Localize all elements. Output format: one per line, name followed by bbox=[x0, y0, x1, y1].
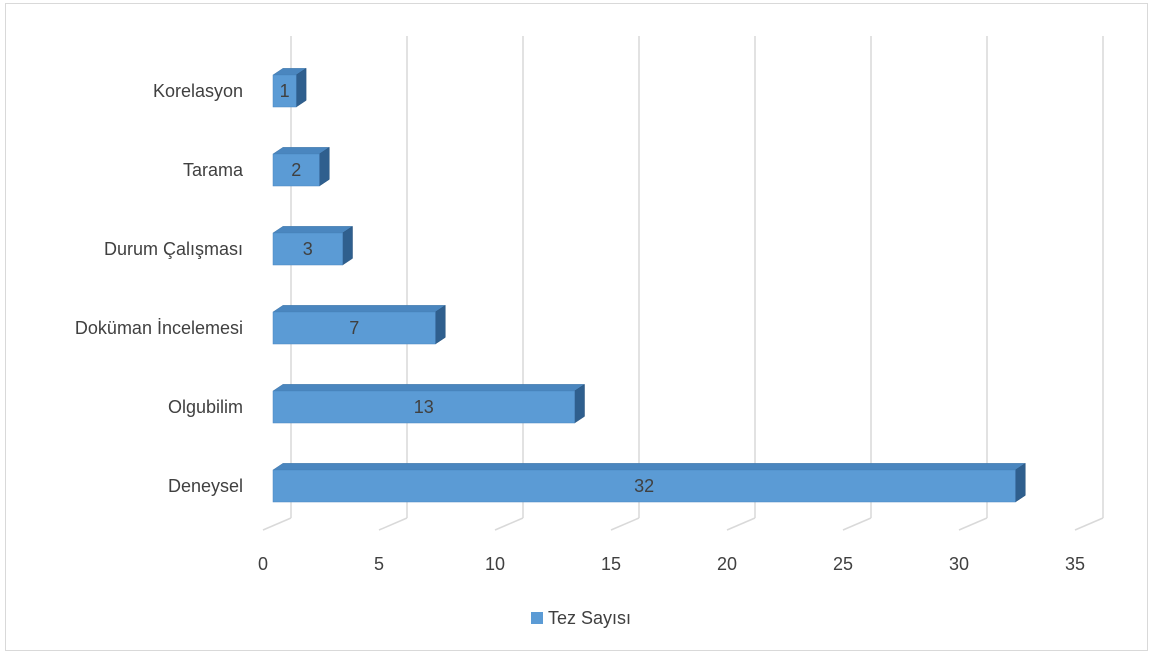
floor-gridline bbox=[842, 517, 872, 531]
data-label: 1 bbox=[280, 81, 290, 101]
bar-side-face bbox=[295, 67, 307, 108]
bar bbox=[272, 153, 320, 187]
bar bbox=[272, 232, 343, 266]
bar-side-face bbox=[1015, 462, 1026, 503]
floor-gridline bbox=[610, 517, 640, 531]
x-tick-label: 25 bbox=[833, 554, 853, 574]
floor-gridline bbox=[726, 517, 756, 531]
floor-gridline bbox=[1074, 517, 1104, 531]
category-label: Tarama bbox=[183, 160, 244, 180]
floor-gridline bbox=[958, 517, 988, 531]
category-label: Durum Çalışması bbox=[104, 239, 243, 259]
x-tick-label: 0 bbox=[258, 554, 268, 574]
bar bbox=[272, 311, 436, 345]
x-tick-label: 10 bbox=[485, 554, 505, 574]
bar bbox=[272, 469, 1016, 503]
floor-gridline bbox=[494, 517, 524, 531]
chart-area bbox=[5, 3, 1148, 651]
x-tick-label: 15 bbox=[601, 554, 621, 574]
x-tick-label: 20 bbox=[717, 554, 737, 574]
data-label: 7 bbox=[349, 318, 359, 338]
data-label: 2 bbox=[291, 160, 301, 180]
bar bbox=[272, 74, 297, 108]
bar-side-face bbox=[342, 225, 353, 266]
bar-top-face bbox=[272, 463, 1027, 471]
data-label: 3 bbox=[303, 239, 313, 259]
floor-gridline bbox=[262, 517, 292, 531]
category-label: Olgubilim bbox=[168, 397, 243, 417]
bar bbox=[272, 390, 575, 424]
data-label: 32 bbox=[634, 476, 654, 496]
floor-gridline bbox=[378, 517, 408, 531]
category-label: Deneysel bbox=[168, 476, 243, 496]
bar-top-face bbox=[272, 226, 354, 234]
category-label: Korelasyon bbox=[153, 81, 243, 101]
x-tick-label: 30 bbox=[949, 554, 969, 574]
x-tick-label: 5 bbox=[374, 554, 384, 574]
bar-side-face bbox=[319, 146, 330, 187]
legend-label: Tez Sayısı bbox=[548, 608, 631, 628]
category-label: Doküman İncelemesi bbox=[75, 318, 243, 338]
bar-side-face bbox=[435, 304, 446, 345]
legend-swatch bbox=[531, 612, 543, 624]
bar-top-face bbox=[272, 305, 447, 313]
data-label: 13 bbox=[414, 397, 434, 417]
bar-top-face bbox=[272, 384, 586, 392]
bar-side-face bbox=[574, 383, 585, 424]
x-tick-label: 35 bbox=[1065, 554, 1085, 574]
